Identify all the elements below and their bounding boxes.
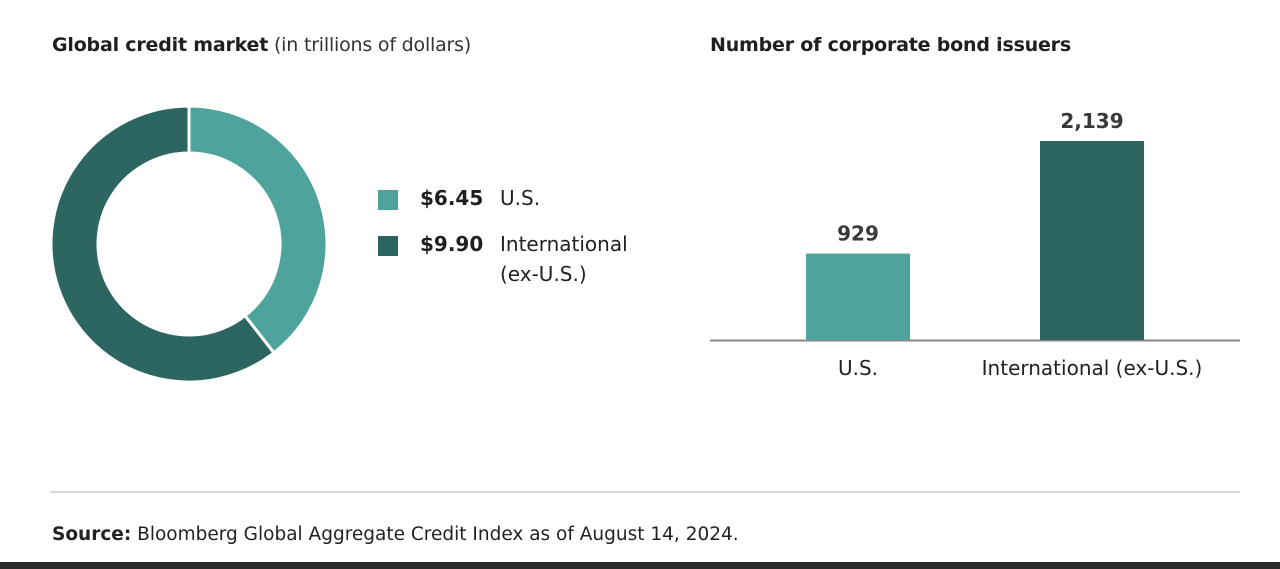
donut-title-subtitle: (in trillions of dollars) xyxy=(273,34,472,56)
donut-chart-title: Global credit market (in trillions of do… xyxy=(52,34,471,56)
bar-chart: 929 U.S. 2,139 International (ex-U.S.) xyxy=(710,109,1240,380)
legend-label-international-line2: (ex-U.S.) xyxy=(500,262,587,286)
bar-value-label-international: 2,139 xyxy=(1060,109,1123,133)
bar-international xyxy=(1040,141,1144,340)
bar-category-label-us: U.S. xyxy=(838,356,878,380)
bar-title-text: Number of corporate bond issuers xyxy=(710,34,1071,56)
bottom-edge-strip xyxy=(0,562,1280,569)
legend-label-international: International (ex-U.S.) xyxy=(500,229,680,289)
bar-category-label-international: International (ex-U.S.) xyxy=(982,356,1203,380)
donut-slice-international xyxy=(49,104,277,384)
legend-label-international-line1: International xyxy=(500,232,628,256)
bar-chart-title: Number of corporate bond issuers xyxy=(710,34,1071,56)
legend-swatch-international xyxy=(378,236,398,256)
donut-slice-us xyxy=(187,104,329,355)
bar-us xyxy=(806,253,910,340)
legend-value-international: $9.90 xyxy=(420,232,484,256)
source-note: Source: Bloomberg Global Aggregate Credi… xyxy=(52,524,739,545)
bar-value-label-us: 929 xyxy=(837,222,879,246)
donut-chart xyxy=(49,104,329,384)
legend-value-us: $6.45 xyxy=(420,186,484,210)
source-text: Bloomberg Global Aggregate Credit Index … xyxy=(137,524,739,545)
source-label: Source: xyxy=(52,524,132,545)
legend-label-us: U.S. xyxy=(500,186,541,210)
footer-divider xyxy=(50,491,1240,493)
donut-title-bold: Global credit market xyxy=(52,34,269,56)
legend-swatch-us xyxy=(378,190,398,210)
